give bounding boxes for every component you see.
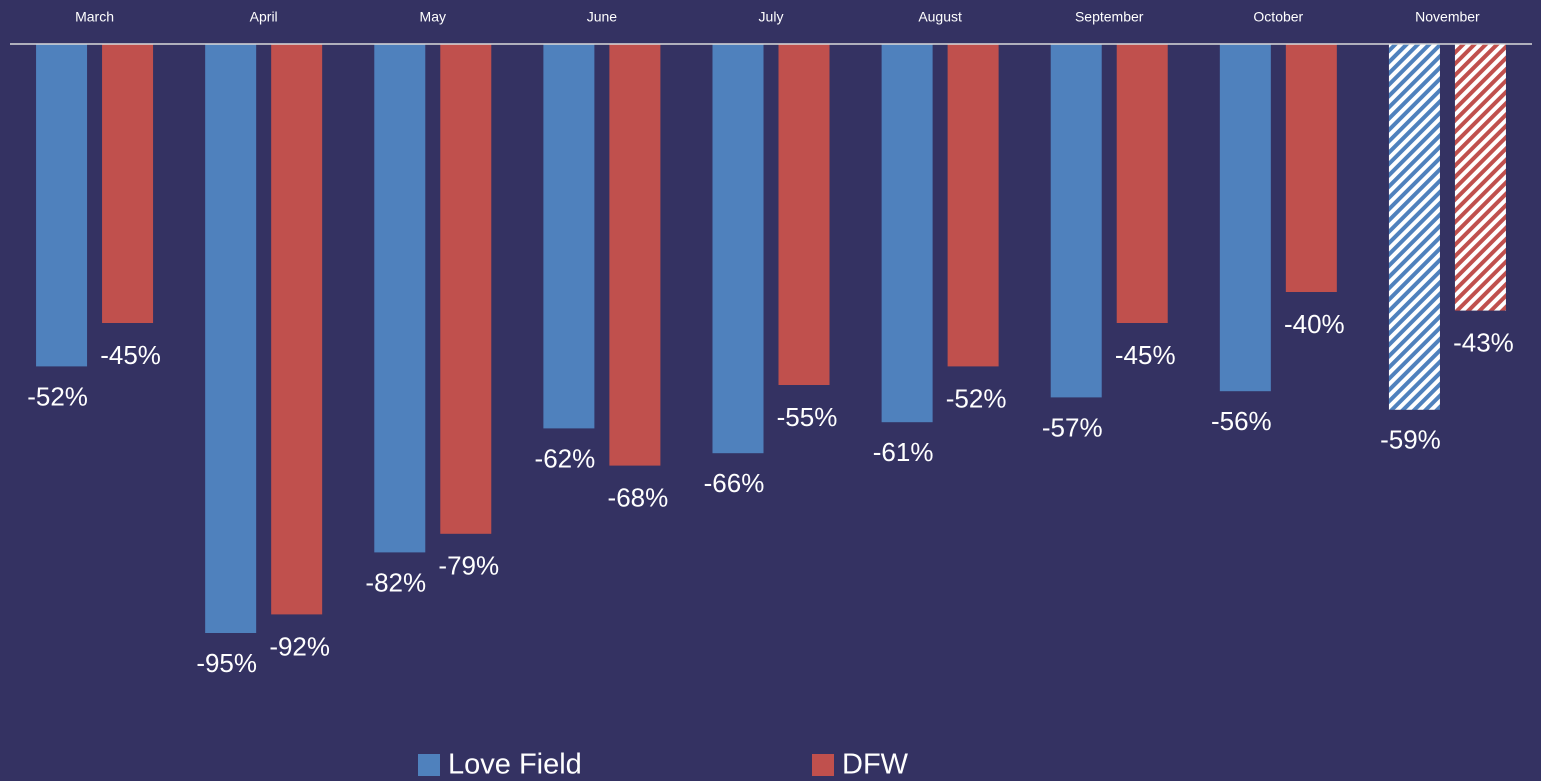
value-label: -45% bbox=[100, 340, 161, 370]
legend-label: DFW bbox=[842, 749, 909, 781]
value-label: -59% bbox=[1380, 425, 1441, 455]
value-label: -40% bbox=[1284, 309, 1345, 339]
bar bbox=[36, 44, 88, 367]
legend-swatch bbox=[418, 754, 440, 776]
bar bbox=[1219, 44, 1271, 392]
value-label: -95% bbox=[196, 648, 257, 678]
value-label: -52% bbox=[946, 383, 1007, 413]
bar bbox=[1116, 44, 1168, 323]
bar bbox=[374, 44, 426, 553]
value-label: -66% bbox=[704, 468, 765, 498]
bar bbox=[881, 44, 933, 423]
value-label: -56% bbox=[1211, 406, 1272, 436]
bar bbox=[1050, 44, 1102, 398]
category-label: September bbox=[1075, 9, 1144, 25]
bar bbox=[1285, 44, 1337, 292]
value-label: -92% bbox=[269, 631, 330, 661]
value-label: -61% bbox=[873, 437, 934, 467]
bar bbox=[778, 44, 830, 385]
bar bbox=[947, 44, 999, 367]
value-label: -52% bbox=[27, 381, 88, 411]
value-label: -68% bbox=[608, 482, 669, 512]
legend-label: Love Field bbox=[448, 749, 582, 781]
category-label: October bbox=[1253, 9, 1303, 25]
category-label: April bbox=[250, 9, 278, 25]
category-label: August bbox=[918, 9, 962, 25]
bar bbox=[440, 44, 492, 534]
category-label: June bbox=[587, 9, 618, 25]
bar bbox=[609, 44, 661, 466]
bar bbox=[1388, 44, 1440, 410]
value-label: -62% bbox=[535, 443, 596, 473]
bar bbox=[205, 44, 257, 633]
category-label: July bbox=[759, 9, 784, 25]
bar bbox=[543, 44, 595, 429]
value-label: -55% bbox=[777, 402, 838, 432]
value-label: -79% bbox=[438, 551, 499, 581]
value-label: -43% bbox=[1453, 327, 1514, 357]
category-label: May bbox=[420, 9, 446, 25]
bar bbox=[102, 44, 154, 323]
bar bbox=[1454, 44, 1506, 311]
category-label: November bbox=[1415, 9, 1480, 25]
bar bbox=[271, 44, 323, 615]
value-label: -45% bbox=[1115, 340, 1176, 370]
bar bbox=[712, 44, 764, 454]
category-label: March bbox=[75, 9, 114, 25]
value-label: -82% bbox=[365, 567, 426, 597]
legend-swatch bbox=[812, 754, 834, 776]
value-label: -57% bbox=[1042, 412, 1103, 442]
